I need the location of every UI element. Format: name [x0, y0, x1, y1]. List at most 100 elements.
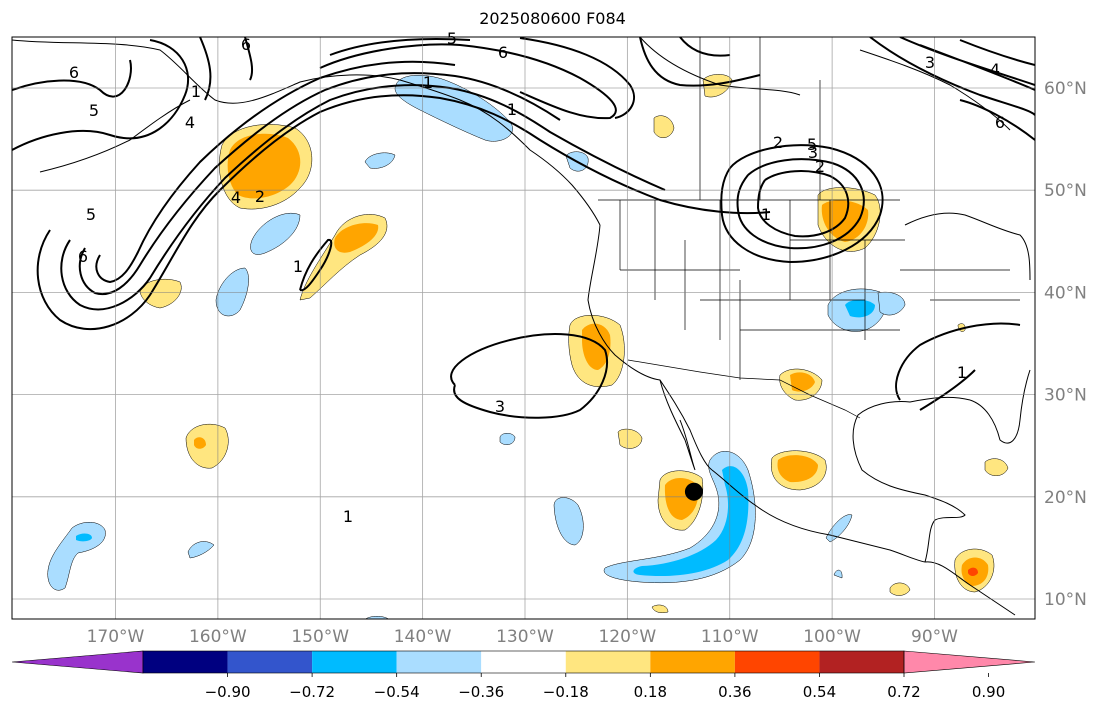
colorbar-tick-label: 0.18: [634, 683, 667, 701]
contour-label: 6: [69, 63, 79, 82]
shade-light-blue: [499, 433, 516, 445]
location-marker: [684, 482, 703, 501]
colorbar-tick-label: −0.36: [458, 683, 504, 701]
lon-tick-label: 160°W: [189, 627, 247, 647]
shade-red: [968, 567, 978, 576]
colorbar-segment: [565, 651, 651, 673]
shade-light-blue: [364, 152, 396, 169]
contour-label: 6: [498, 43, 508, 62]
colorbar-segment: [481, 651, 566, 673]
shade-light-blue: [47, 522, 106, 591]
lon-tick-label: 120°W: [598, 627, 656, 647]
contour-label: 3: [925, 53, 935, 72]
border-canada-provinces: [699, 37, 821, 200]
contour-label: 1: [957, 363, 967, 382]
lon-tick-label: 140°W: [394, 627, 452, 647]
shade-light-blue: [394, 75, 513, 142]
contour-line: [450, 333, 608, 419]
contour-line: [639, 37, 1035, 91]
contour-label: 1: [761, 205, 771, 224]
lat-tick-label: 60°N: [1044, 79, 1087, 99]
contour-line: [60, 84, 666, 311]
shade-medium-blue: [76, 533, 92, 542]
map-frame: [11, 36, 1036, 620]
contour-label: 1: [343, 507, 353, 526]
shade-light-blue: [833, 569, 843, 579]
lat-tick-label: 50°N: [1044, 181, 1087, 201]
colorbar: [11, 650, 1036, 674]
lon-tick-label: 170°W: [87, 627, 145, 647]
colorbar-tick-label: 0.54: [803, 683, 836, 701]
coastline-west-coast: [587, 224, 713, 471]
contour-line: [869, 37, 1035, 141]
contour-line: [95, 60, 456, 284]
colorbar-tick-label: 0.36: [718, 683, 751, 701]
colorbar-outline: [142, 650, 905, 674]
contour-line: [720, 144, 884, 264]
shade-yellow: [651, 604, 669, 614]
contour-label: 5: [86, 205, 96, 224]
colorbar-segment: [143, 651, 228, 673]
contour-label: 4: [990, 60, 1000, 79]
colorbar-segment: [734, 651, 820, 673]
colorbar-segment: [227, 651, 313, 673]
shade-orange: [194, 437, 206, 449]
contour-label: 2: [255, 187, 265, 206]
contour-label: 1: [423, 73, 433, 92]
coastline-north: [639, 37, 801, 96]
map-title: 2025080600 F084: [479, 9, 626, 28]
colorbar-segment: [819, 651, 904, 673]
colorbar-tick-label: −0.72: [289, 683, 335, 701]
colorbar-extend-high: [903, 650, 1036, 674]
colorbar-tick-label: −0.18: [543, 683, 589, 701]
coastline-florida: [969, 369, 1031, 444]
contour-label: 1: [293, 257, 303, 276]
lon-tick-label: 110°W: [701, 627, 759, 647]
shade-yellow: [702, 74, 733, 98]
lon-tick-label: 90°W: [911, 627, 958, 647]
contour-label: 6: [78, 247, 88, 266]
gridlines: [12, 37, 1035, 619]
shade-yellow: [617, 428, 643, 449]
border-us-mexico: [627, 359, 861, 419]
contour-label: 1: [191, 82, 201, 101]
contour-line: [895, 322, 1021, 411]
lat-tick-label: 10°N: [1044, 590, 1087, 610]
contour-label: 4: [231, 188, 241, 207]
border-layer: [598, 37, 1020, 419]
colorbar-tick-label: −0.54: [374, 683, 420, 701]
contour-line: [329, 37, 635, 119]
contour-label: 1: [507, 100, 517, 119]
lat-tick-label: 30°N: [1044, 386, 1087, 406]
coastline-great-lakes: [904, 212, 1031, 281]
coastline-hudson: [859, 49, 1011, 131]
lon-tick-label: 130°W: [496, 627, 554, 647]
contour-label: 3: [495, 397, 505, 416]
shade-medium-blue: [633, 466, 749, 577]
coastline-alaska: [12, 39, 601, 226]
colorbar-segment: [312, 651, 397, 673]
shading-layer: [47, 74, 1009, 619]
contour-line: [736, 158, 865, 250]
colorbar-extend-low: [11, 650, 144, 674]
lon-tick-label: 150°W: [291, 627, 349, 647]
lat-tick-label: 40°N: [1044, 283, 1087, 303]
contour-label: 5: [89, 101, 99, 120]
shade-medium-blue: [845, 299, 875, 318]
contour-label: 6: [995, 113, 1005, 132]
colorbar-tick-label: 0.72: [887, 683, 920, 701]
coastline-baja: [659, 379, 696, 471]
contour-label: 2: [773, 133, 783, 152]
contour-label: 5: [807, 135, 817, 154]
coastline-alaska-peninsula: [39, 99, 191, 173]
contour-line: [78, 72, 561, 296]
shade-yellow: [653, 115, 675, 139]
contour-label: 6: [241, 35, 251, 54]
shade-orange: [334, 223, 379, 253]
shade-orange: [821, 200, 869, 242]
colorbar-tick-label: 0.90: [972, 683, 1005, 701]
contour-line: [12, 39, 190, 151]
lat-tick-label: 20°N: [1044, 488, 1087, 508]
shade-light-blue: [187, 541, 215, 559]
